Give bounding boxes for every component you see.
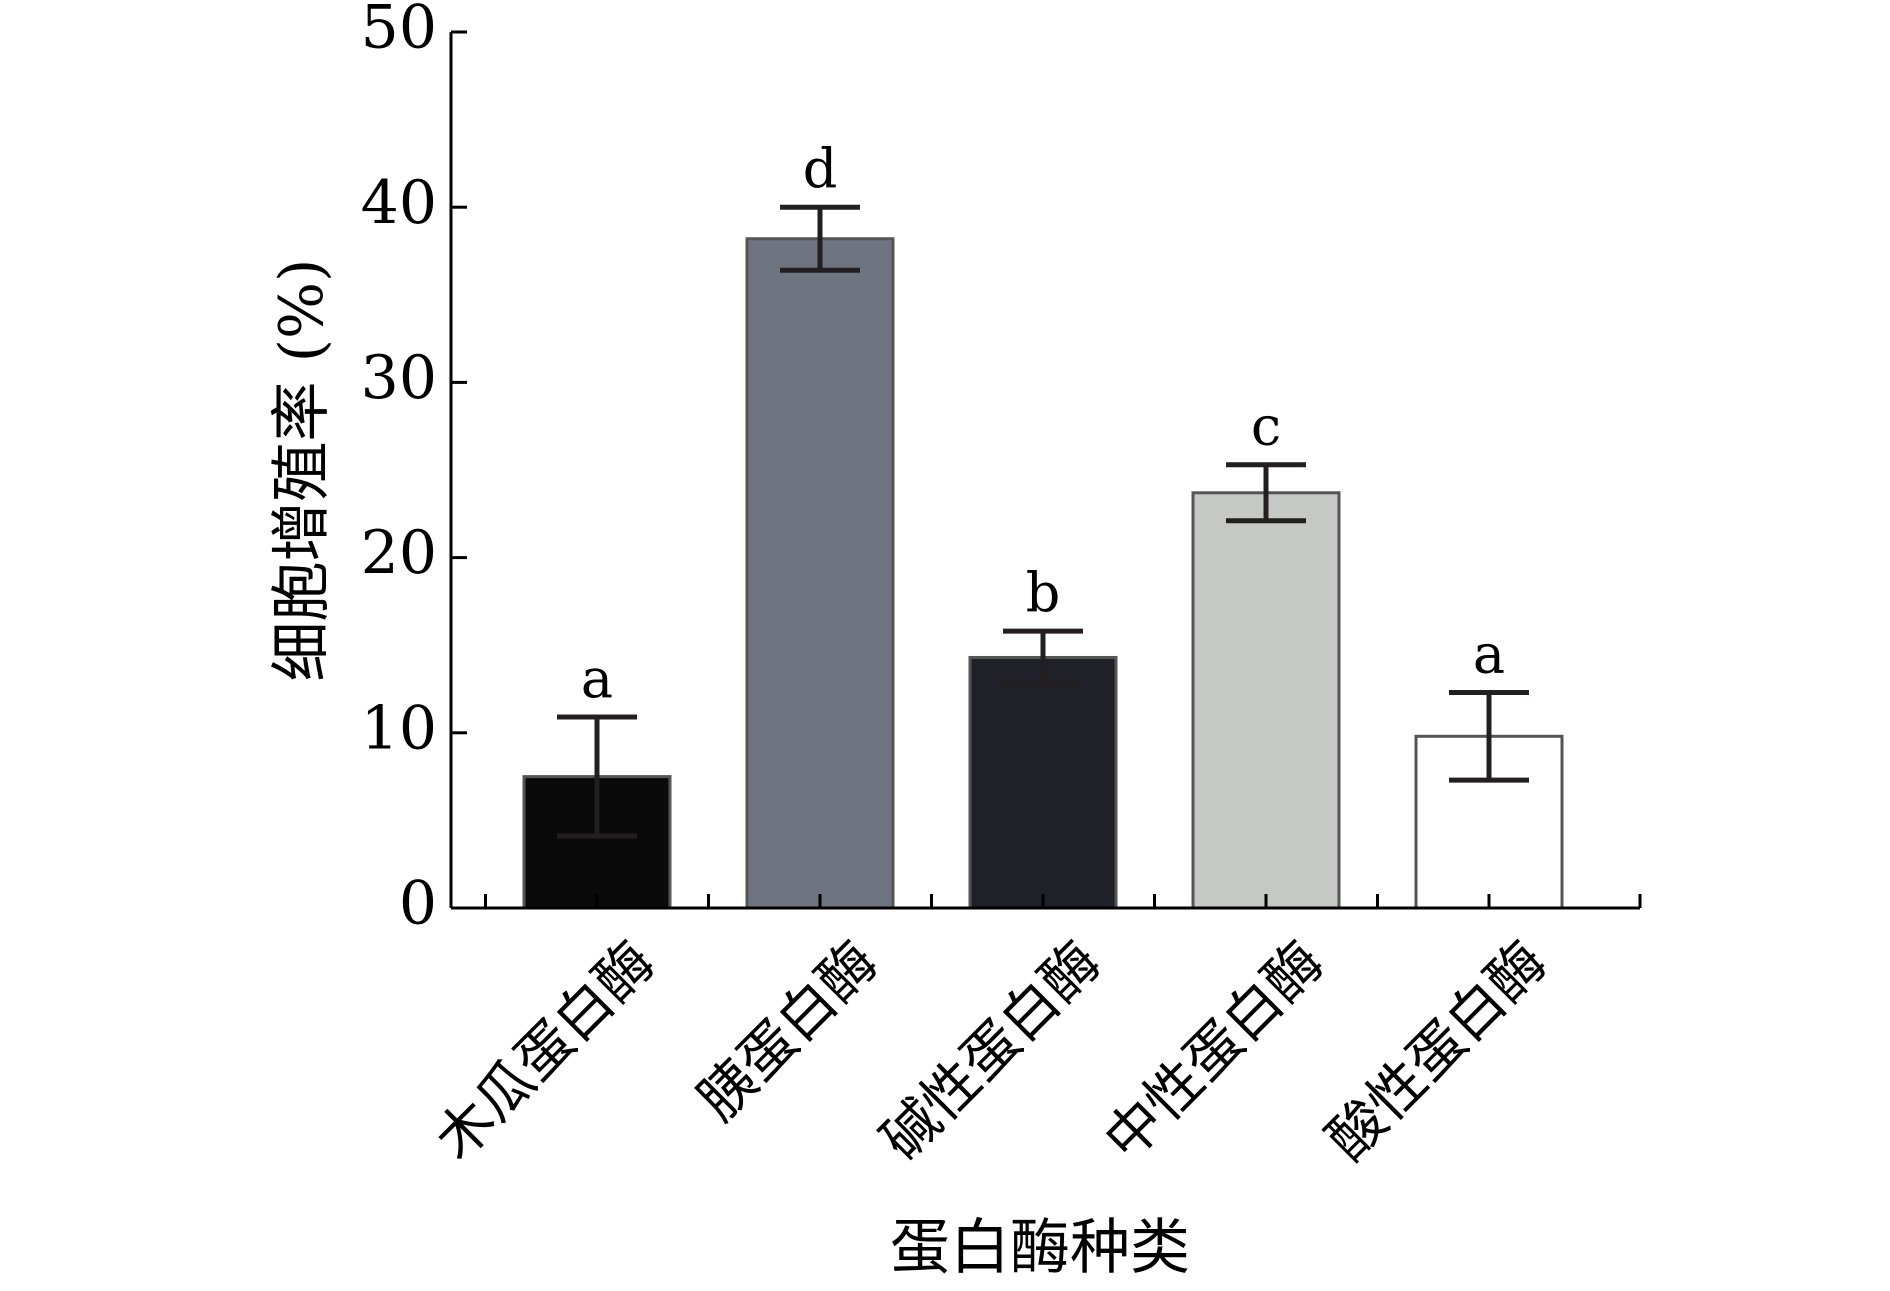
x-tick-label: 碱性蛋白酶 [869, 929, 1113, 1173]
x-axis-title: 蛋白酶种类 [890, 1213, 1190, 1283]
y-tick-label: 40 [361, 168, 437, 238]
significance-labels-group: a d b c a [581, 137, 1505, 710]
error-bars-group [557, 204, 1529, 839]
y-tick-label: 20 [361, 518, 437, 588]
bar [1191, 491, 1341, 910]
y-tick-label: 10 [361, 693, 437, 763]
x-tick-label: 酸性蛋白酶 [1315, 929, 1559, 1173]
bar [968, 655, 1118, 910]
y-tick-label: 0 [399, 869, 437, 939]
x-tick-label: 中性蛋白酶 [1092, 929, 1336, 1173]
significance-label: a [1473, 623, 1505, 686]
significance-label: c [1251, 395, 1281, 458]
significance-label: b [1026, 561, 1061, 624]
y-tick-label: 50 [361, 0, 437, 63]
error-bar [1003, 628, 1083, 687]
y-tick-label: 30 [361, 343, 437, 413]
axes-group [449, 32, 1640, 910]
x-tick-label: 胰蛋白酶 [686, 929, 890, 1133]
x-tick-label: 木瓜蛋白酶 [423, 929, 667, 1173]
y-ticks-group: 0 10 20 30 40 50 [361, 0, 467, 939]
x-ticks-group [484, 894, 1642, 908]
error-bar [557, 714, 637, 839]
significance-label: d [803, 137, 838, 200]
error-bar [1449, 690, 1529, 783]
bar [745, 237, 895, 910]
y-axis-title: 细胞增殖率 (%) [267, 259, 337, 682]
error-bar [780, 204, 860, 273]
error-bar [1226, 462, 1306, 524]
significance-label: a [581, 647, 613, 710]
